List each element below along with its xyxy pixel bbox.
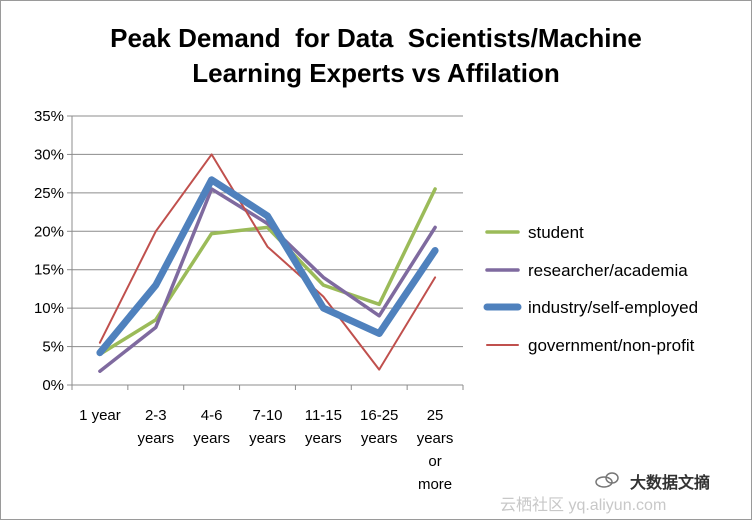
x-tick-label-line: 7-10: [252, 407, 282, 424]
y-tick-label: 10%: [34, 300, 64, 317]
y-axis-ticks: 0% 5% 10% 15% 20% 25% 30% 35%: [34, 108, 72, 394]
x-tick-label: 7-10 years: [249, 407, 286, 447]
y-tick-label: 5%: [42, 339, 64, 356]
x-tick-label-line: 2-3: [145, 407, 167, 424]
x-tick-label-line: 4-6: [201, 407, 223, 424]
y-tick-label: 35%: [34, 108, 64, 125]
series-line: [98, 187, 437, 373]
cloud-icon: [595, 472, 619, 488]
chart-title-line: Learning Experts vs Affilation: [192, 58, 559, 88]
x-tick-label: 1 year: [79, 407, 121, 424]
series-lines: [96, 153, 439, 373]
y-tick-label: 20%: [34, 223, 64, 240]
chart-title: Peak Demand for Data Scientists/Machine L…: [110, 23, 642, 88]
x-tick-label-line: years: [249, 430, 286, 447]
legend-label: industry/self-employed: [528, 298, 698, 317]
x-tick-label-line: 11-15: [305, 407, 342, 424]
cloud-icon-shape: [605, 472, 619, 484]
legend-label: government/non-profit: [528, 336, 695, 355]
cloud-icon-shape: [595, 476, 613, 488]
series-line: [96, 176, 439, 357]
legend-label: researcher/academia: [528, 261, 688, 280]
x-tick-label-line: years: [305, 430, 342, 447]
x-tick-label-line: 16-25: [360, 407, 398, 424]
series-line: [98, 153, 437, 371]
x-tick-label-line: years: [137, 430, 174, 447]
x-tick-label: 2-3 years: [137, 407, 174, 447]
y-tick-label: 15%: [34, 262, 64, 279]
y-tick-label: 25%: [34, 185, 64, 202]
axes: [71, 116, 463, 386]
x-tick-label-line: years: [193, 430, 230, 447]
chart-title-line: Peak Demand for Data Scientists/Machine: [110, 23, 642, 53]
x-tick-label: 4-6 years: [193, 407, 230, 447]
x-tick-label: 25 years or more: [417, 407, 454, 493]
x-tick-label-line: or: [428, 453, 441, 470]
x-tick-label-line: years: [361, 430, 398, 447]
x-tick-label-line: 1 year: [79, 407, 121, 424]
series-line: [98, 187, 437, 357]
legend: student researcher/academia industry/self-…: [483, 223, 698, 355]
y-tick-label: 30%: [34, 146, 64, 163]
watermark-site: 云栖社区 yq.aliyun.com: [500, 496, 666, 514]
legend-label: student: [528, 223, 584, 242]
x-axis-ticks: 1 year 2-3 years 4-6 years 7-10 years 11-15 year…: [71, 385, 464, 493]
x-tick-label-line: more: [418, 476, 452, 493]
watermark-brand: 大数据文摘: [630, 473, 710, 492]
y-tick-label: 0%: [42, 377, 64, 394]
x-tick-label-line: 25: [427, 407, 444, 424]
x-tick-label: 16-25 years: [360, 407, 398, 447]
x-tick-label-line: years: [417, 430, 454, 447]
x-tick-label: 11-15 years: [305, 407, 342, 447]
